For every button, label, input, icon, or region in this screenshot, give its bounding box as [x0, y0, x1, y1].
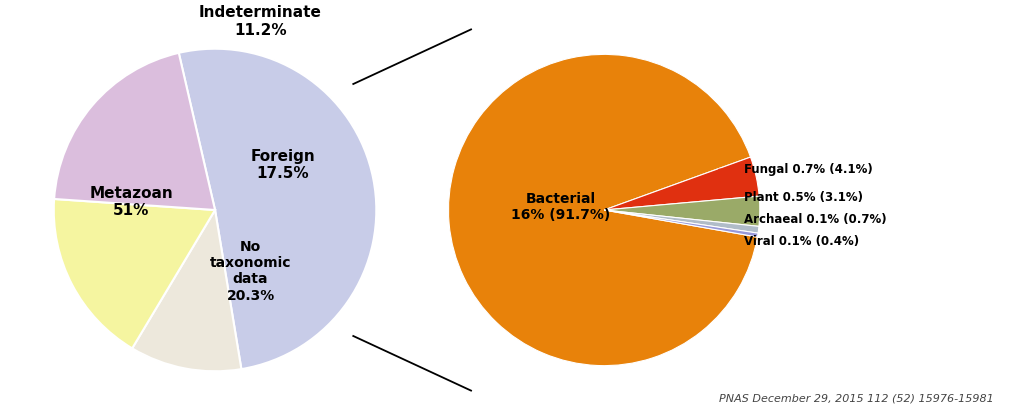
Wedge shape [449, 54, 758, 366]
Text: Indeterminate
11.2%: Indeterminate 11.2% [199, 5, 322, 37]
Text: Bacterial
16% (91.7%): Bacterial 16% (91.7%) [511, 192, 610, 222]
Text: PNAS December 29, 2015 112 (52) 15976-15981: PNAS December 29, 2015 112 (52) 15976-15… [719, 393, 993, 403]
Text: Archaeal 0.1% (0.7%): Archaeal 0.1% (0.7%) [744, 213, 887, 226]
Wedge shape [604, 157, 759, 210]
Wedge shape [179, 49, 376, 369]
Wedge shape [604, 196, 760, 226]
Wedge shape [54, 199, 215, 348]
Text: Plant 0.5% (3.1%): Plant 0.5% (3.1%) [744, 191, 863, 204]
Wedge shape [132, 210, 242, 371]
Text: Viral 0.1% (0.4%): Viral 0.1% (0.4%) [744, 235, 859, 248]
Wedge shape [604, 210, 758, 237]
Text: Foreign
17.5%: Foreign 17.5% [251, 149, 315, 181]
Text: No
taxonomic
data
20.3%: No taxonomic data 20.3% [210, 240, 291, 302]
Text: Fungal 0.7% (4.1%): Fungal 0.7% (4.1%) [744, 163, 873, 176]
Wedge shape [54, 53, 215, 210]
Wedge shape [604, 210, 759, 233]
Text: Metazoan
51%: Metazoan 51% [89, 186, 173, 218]
